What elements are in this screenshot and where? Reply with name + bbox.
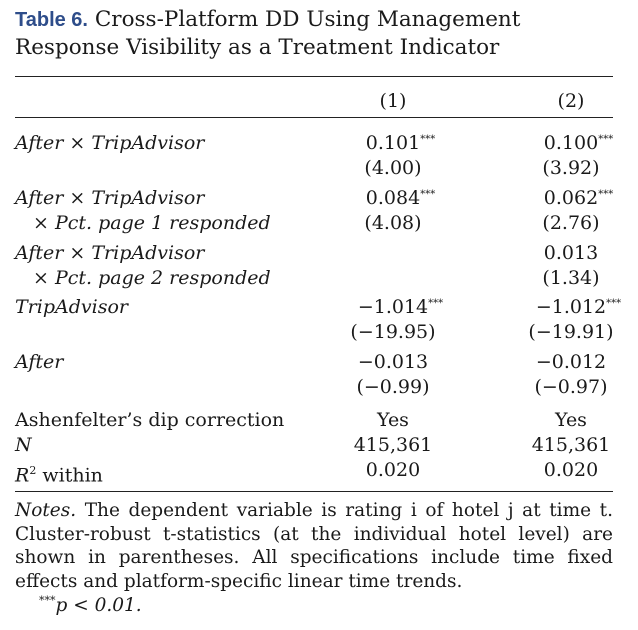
significance-text: p < 0.01.	[55, 595, 142, 617]
cell-value: 0.013	[543, 242, 599, 264]
notes-lead: Notes.	[15, 500, 77, 521]
significance-stars: ***	[606, 298, 622, 309]
row-label: R2 within	[15, 464, 103, 487]
cell-value: 415,361	[531, 434, 611, 456]
cell-value: 415,361	[353, 434, 433, 456]
column-header-1: (1)	[379, 90, 407, 112]
significance-stars: ***	[598, 189, 614, 200]
top-rule	[15, 76, 613, 77]
summary-row: R2 within 0.020 0.020	[15, 458, 613, 486]
table-row: After × TripAdvisor 0.013	[15, 241, 613, 266]
summary-row: Ashenfelter’s dip correction Yes Yes	[15, 408, 613, 433]
cell-value: (1.34)	[542, 267, 600, 289]
row-label: After × TripAdvisor	[15, 132, 205, 154]
significance-stars: ***	[39, 594, 56, 607]
bottom-rule	[15, 491, 613, 492]
table-row: (4.00) (3.92)	[15, 156, 613, 181]
row-label: N	[15, 434, 32, 456]
row-label: After × TripAdvisor	[15, 242, 205, 264]
table-notes: Notes. The dependent variable is rating …	[15, 499, 613, 593]
table-row: (−0.99) (−0.97)	[15, 375, 613, 400]
cell-value: (3.92)	[542, 157, 600, 179]
table-label: Table 6.	[15, 9, 88, 31]
cell-value: (−0.97)	[534, 376, 608, 398]
table-row: After × TripAdvisor 0.101 *** 0.100 ***	[15, 131, 613, 156]
cell-value: −0.012	[535, 351, 607, 373]
cell-value: 0.101	[365, 132, 421, 154]
cell-value: 0.062	[543, 187, 599, 209]
notes-text: The dependent variable is rating i of ho…	[15, 500, 613, 592]
table-row: × Pct. page 2 responded (1.34)	[15, 266, 613, 291]
table-title: Table 6. Cross-Platform DD Using Managem…	[15, 6, 613, 61]
cell-value: Yes	[377, 409, 409, 431]
table-row: × Pct. page 1 responded (4.08) (2.76)	[15, 211, 613, 236]
cell-value: −0.013	[357, 351, 429, 373]
row-label: × Pct. page 2 responded	[33, 267, 271, 289]
summary-row: N 415,361 415,361	[15, 433, 613, 458]
row-label: After	[15, 351, 64, 373]
significance-stars: ***	[420, 189, 436, 200]
column-header-2: (2)	[557, 90, 585, 112]
row-label: × Pct. page 1 responded	[33, 212, 271, 234]
row-label: After × TripAdvisor	[15, 187, 205, 209]
table-row: After × TripAdvisor 0.084 *** 0.062 ***	[15, 186, 613, 211]
cell-value: −1.012	[535, 296, 607, 318]
cell-value: (2.76)	[542, 212, 600, 234]
cell-value: 0.084	[365, 187, 421, 209]
cell-value: (4.00)	[364, 157, 422, 179]
table-row: TripAdvisor −1.014 *** −1.012 ***	[15, 295, 621, 320]
table-6: Table 6. Cross-Platform DD Using Managem…	[15, 6, 621, 616]
table-row: After −0.013 −0.012	[15, 350, 613, 375]
significance-note: ***p < 0.01.	[39, 594, 142, 616]
cell-value: Yes	[555, 409, 587, 431]
row-label: TripAdvisor	[15, 296, 128, 318]
significance-stars: ***	[420, 134, 436, 145]
significance-stars: ***	[598, 134, 614, 145]
row-label: Ashenfelter’s dip correction	[15, 409, 285, 431]
cell-value: 0.020	[365, 459, 421, 481]
table-row: (−19.95) (−19.91)	[15, 320, 613, 345]
cell-value: 0.100	[543, 132, 599, 154]
cell-value: (−19.95)	[350, 321, 436, 343]
cell-value: (4.08)	[364, 212, 422, 234]
cell-value: (−0.99)	[356, 376, 430, 398]
cell-value: −1.014	[357, 296, 429, 318]
table-title-text: Cross-Platform DD Using Management Respo…	[15, 7, 521, 60]
significance-stars: ***	[428, 298, 444, 309]
cell-value: 0.020	[543, 459, 599, 481]
header-rule	[15, 117, 613, 118]
cell-value: (−19.91)	[528, 321, 614, 343]
